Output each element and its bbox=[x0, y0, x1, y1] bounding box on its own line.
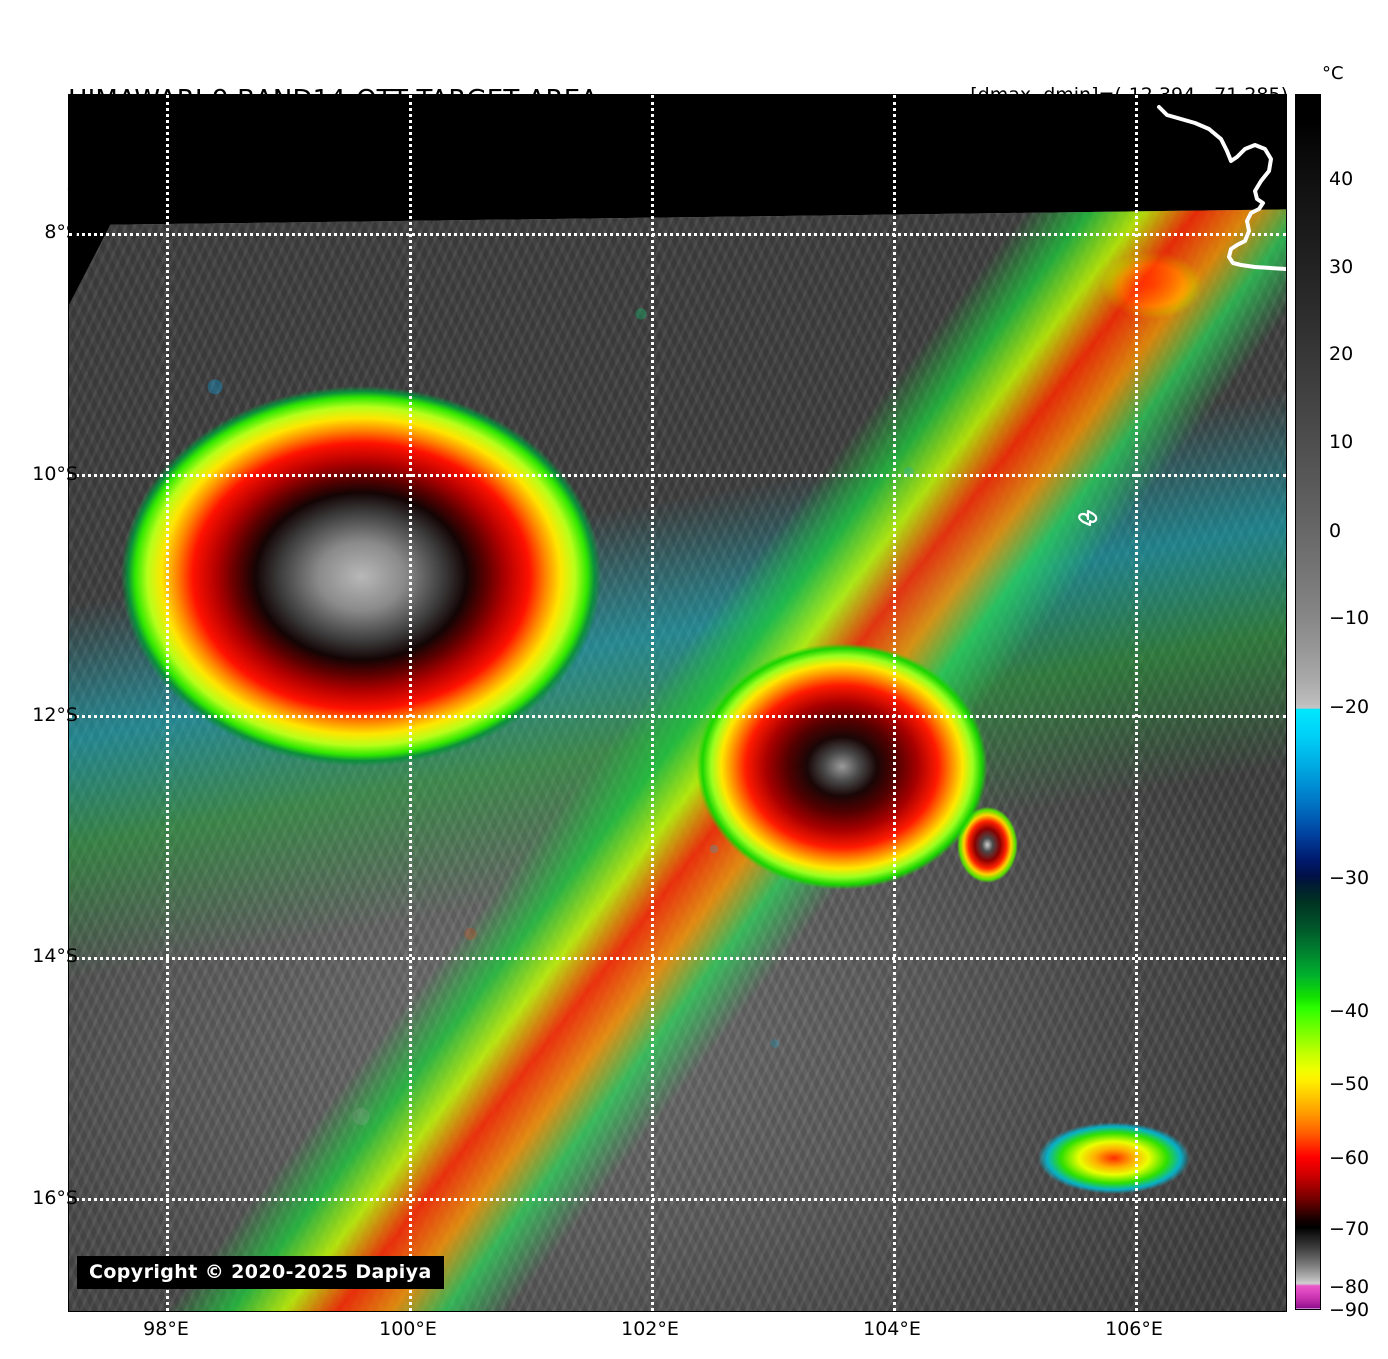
gridline-lat-10 bbox=[69, 474, 1286, 478]
cbar-tick-0: 0 bbox=[1329, 519, 1342, 542]
cbar-tick-m90: −90 bbox=[1329, 1299, 1370, 1321]
gridline-lon-104 bbox=[892, 95, 896, 1311]
plot-inner: Copyright © 2020-2025 Dapiya bbox=[69, 95, 1286, 1311]
xtick-label-100e: 100°E bbox=[379, 1318, 437, 1340]
xtick-label-102e: 102°E bbox=[621, 1318, 679, 1340]
cbar-tick-m10: −10 bbox=[1329, 607, 1370, 630]
ytick-label-14s: 14°S bbox=[32, 945, 78, 967]
cbar-tick-m60: −60 bbox=[1329, 1147, 1370, 1169]
gridline-lat-16 bbox=[69, 1197, 1286, 1201]
cbar-tick-m80: −80 bbox=[1329, 1275, 1370, 1298]
cbar-tick-m50: −50 bbox=[1329, 1072, 1370, 1095]
cbar-tick-30: 30 bbox=[1329, 255, 1354, 278]
cbar-tick-40: 40 bbox=[1329, 168, 1354, 191]
satellite-image-plot[interactable]: Copyright © 2020-2025 Dapiya bbox=[68, 94, 1287, 1312]
gridline-lon-98 bbox=[166, 95, 170, 1311]
colorbar-gradient bbox=[1295, 94, 1321, 1310]
cbar-tick-m70: −70 bbox=[1329, 1217, 1370, 1240]
gridline-lat-8 bbox=[69, 233, 1286, 237]
xtick-label-106e: 106°E bbox=[1105, 1318, 1163, 1340]
ytick-label-16s: 16°S bbox=[32, 1187, 78, 1209]
gridline-lon-106 bbox=[1135, 95, 1139, 1311]
temperature-colorbar[interactable]: 40 30 20 10 0 −10 −20 −30 −40 −50 −60 −7… bbox=[1295, 94, 1369, 1321]
infrared-satellite-swath bbox=[69, 209, 1286, 1311]
ytick-label-12s: 12°S bbox=[32, 704, 78, 726]
cbar-tick-m30: −30 bbox=[1329, 867, 1370, 890]
cbar-tick-10: 10 bbox=[1329, 430, 1354, 453]
xtick-label-98e: 98°E bbox=[143, 1318, 189, 1340]
cbar-tick-m20: −20 bbox=[1329, 695, 1370, 718]
copyright-badge: Copyright © 2020-2025 Dapiya bbox=[77, 1256, 444, 1289]
ytick-label-8s: 8°S bbox=[44, 221, 78, 243]
cyclone-symbol-icon[interactable] bbox=[1075, 505, 1101, 531]
gridline-lat-14 bbox=[69, 957, 1286, 961]
cbar-tick-20: 20 bbox=[1329, 343, 1354, 366]
gridline-lat-12 bbox=[69, 715, 1286, 719]
cbar-tick-m40: −40 bbox=[1329, 999, 1370, 1022]
xtick-label-104e: 104°E bbox=[863, 1318, 921, 1340]
cloud-speckle-texture bbox=[69, 95, 1286, 1311]
gridline-lon-102 bbox=[650, 95, 654, 1311]
colorbar-units-label: °C bbox=[1322, 63, 1344, 84]
gridline-lon-100 bbox=[408, 95, 412, 1311]
ytick-label-10s: 10°S bbox=[32, 463, 78, 485]
